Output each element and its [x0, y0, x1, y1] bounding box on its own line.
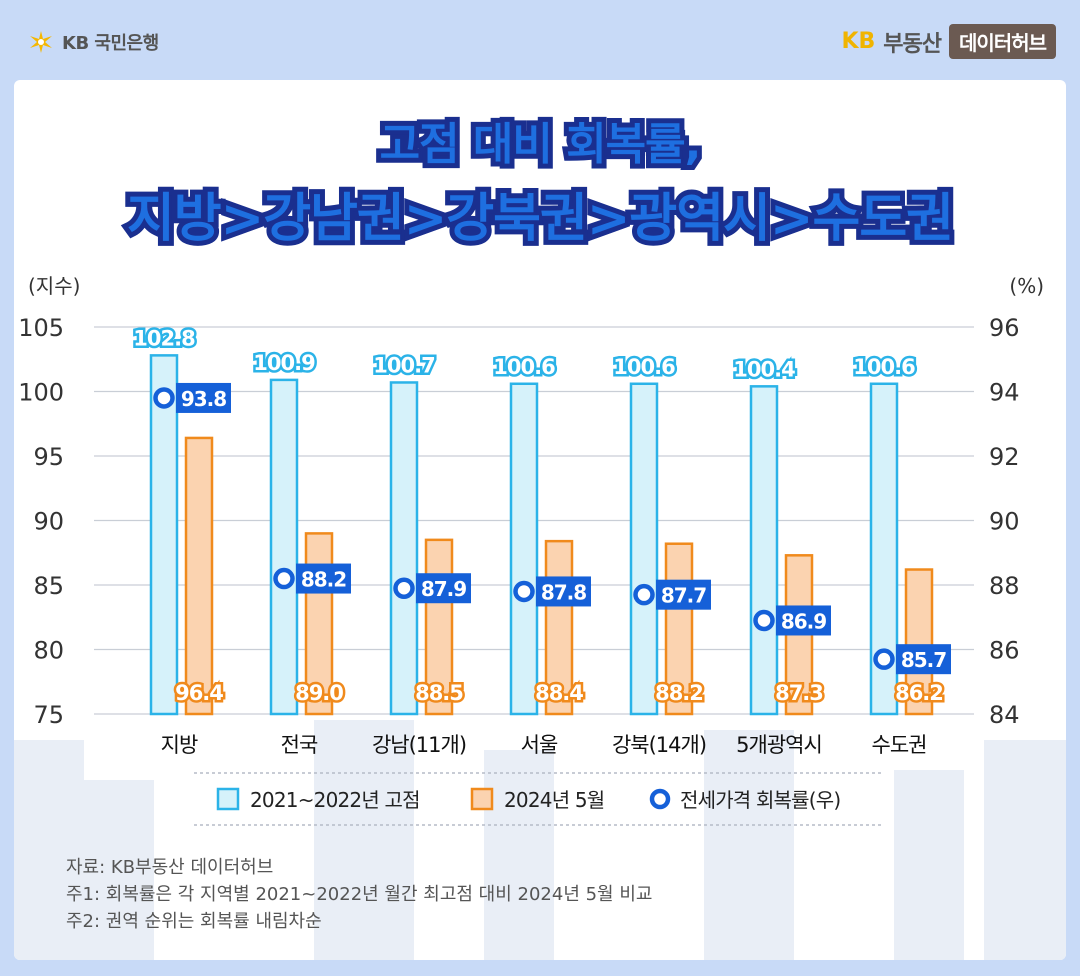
- right-tick-label: 92: [989, 443, 1020, 471]
- right-tick-label: 96: [989, 314, 1020, 342]
- bar-peak: [749, 385, 779, 716]
- bar-peak: [269, 378, 299, 716]
- recovery-marker: [633, 583, 655, 606]
- recovery-marker: [873, 648, 895, 670]
- bar-peak-value-label: 100.6: [853, 355, 915, 379]
- right-tick-label: 90: [989, 508, 1020, 536]
- recovery-label-box: [416, 573, 471, 604]
- top-bar: KB 국민은행 KB 부동산 데이터허브: [0, 0, 1080, 80]
- recovery-marker: [273, 567, 295, 590]
- category-label: 서울: [521, 733, 558, 757]
- category-label: 수도권: [872, 733, 927, 757]
- chart-svg: 75 80 85 90 95 100 105 84 86 88 90 92 94 96 (지수) (%) 102…: [18, 274, 1044, 826]
- bar-peak-value-label: 100.7: [373, 353, 434, 377]
- bar-2024: [184, 436, 214, 716]
- bar-peak: [389, 381, 419, 716]
- left-tick-label: 100: [18, 379, 64, 407]
- recovery-value-label: 88.2: [301, 568, 346, 592]
- kb-star-icon: [30, 31, 52, 53]
- legend-swatch-peak: [216, 787, 240, 811]
- bar-2024-value-label: 88.2: [655, 681, 703, 705]
- bar-peak-value-label: 100.6: [493, 355, 555, 379]
- recovery-value-label: 87.7: [661, 584, 706, 608]
- left-tick-label: 90: [33, 508, 64, 536]
- right-tick-label: 86: [989, 637, 1020, 665]
- legend-label-2024: 2024년 5월: [504, 788, 604, 812]
- hub-name: 부동산: [883, 31, 942, 57]
- bar-peak: [149, 354, 179, 716]
- data-hub-logo: KB 부동산 데이터허브: [841, 24, 1056, 59]
- left-tick-label: 95: [33, 443, 64, 471]
- left-tick-label: 80: [33, 637, 64, 665]
- left-axis-label: (지수): [28, 274, 80, 298]
- recovery-label-box: [896, 644, 951, 675]
- category-label: 지방: [161, 733, 198, 757]
- legend-swatch-2024: [470, 787, 494, 811]
- bank-name: KB 국민은행: [62, 33, 159, 54]
- bar-2024: [424, 538, 454, 716]
- legend-marker-recovery: [649, 788, 671, 810]
- bar-2024-value-label: 96.4: [175, 681, 223, 705]
- bar-2024-value-label: 86.2: [895, 681, 943, 705]
- bar-peak-value-label: 100.4: [733, 357, 795, 381]
- recovery-label-box: [296, 563, 351, 594]
- bar-2024: [304, 532, 334, 716]
- recovery-marker: [393, 577, 415, 599]
- source-note: 자료: KB부동산 데이터허브: [66, 857, 274, 878]
- recovery-label-box: [176, 382, 231, 413]
- bar-2024: [664, 542, 694, 716]
- footnote-1: 주1: 회복률은 각 지역별 2021~2022년 월간 최고점 대비 2024…: [66, 884, 653, 905]
- bar-peak-value-label: 102.8: [133, 326, 195, 350]
- recovery-value-label: 85.7: [901, 648, 946, 672]
- footnote-2: 주2: 권역 순위는 회복률 내림차순: [66, 911, 322, 932]
- bar-peak: [629, 382, 659, 716]
- category-label: 강남(11개): [372, 733, 466, 757]
- recovery-label-box: [536, 576, 591, 607]
- right-axis-label: (%): [1009, 274, 1044, 298]
- recovery-value-label: 87.9: [421, 577, 466, 601]
- recovery-value-label: 93.8: [181, 387, 226, 411]
- recovery-value-label: 87.8: [541, 580, 586, 604]
- bar-peak: [509, 382, 539, 716]
- legend-label-recovery: 전세가격 회복률(우): [680, 788, 840, 812]
- bar-2024: [544, 539, 574, 716]
- bar-peak-value-label: 100.6: [613, 355, 675, 379]
- hub-kb-mark: KB: [841, 29, 876, 54]
- right-tick-label: 88: [989, 572, 1020, 600]
- bar-peak-value-label: 100.9: [253, 351, 315, 375]
- chart-title-line1: 고점 대비 회복률,: [375, 114, 707, 175]
- footnotes: 자료: KB부동산 데이터허브 주1: 회복률은 각 지역별 2021~2022…: [66, 854, 652, 935]
- recovery-marker: [513, 580, 535, 603]
- recovery-marker: [153, 387, 175, 409]
- bar-2024: [904, 568, 934, 716]
- category-label: 전국: [281, 733, 318, 757]
- recovery-label-box: [776, 605, 831, 636]
- chart-card: 고점 대비 회복률, 지방>강남권>강북권>광역시>수도권 75 80 85 90 95…: [14, 80, 1066, 960]
- skyline-background: [14, 720, 1066, 960]
- legend-label-peak: 2021~2022년 고점: [250, 788, 420, 812]
- chart-title-line2: 지방>강남권>강북권>광역시>수도권: [122, 184, 959, 254]
- category-label: 강북(14개): [612, 733, 706, 757]
- bar-2024-value-label: 88.5: [415, 681, 463, 705]
- bar-2024-value-label: 87.3: [775, 681, 823, 705]
- hub-badge: 데이터허브: [949, 24, 1056, 59]
- recovery-value-label: 86.9: [781, 609, 826, 633]
- bar-2024-value-label: 89.0: [295, 681, 343, 705]
- left-tick-label: 75: [33, 701, 64, 729]
- recovery-label-box: [656, 579, 711, 610]
- bar-2024-value-label: 88.4: [535, 681, 583, 705]
- right-tick-label: 94: [989, 379, 1020, 407]
- left-tick-label: 105: [18, 314, 64, 342]
- right-tick-label: 84: [989, 701, 1020, 729]
- category-label: 5개광역시: [736, 733, 822, 757]
- recovery-marker: [753, 609, 775, 632]
- left-tick-label: 85: [33, 572, 64, 600]
- kb-bank-logo: KB 국민은행: [26, 28, 159, 56]
